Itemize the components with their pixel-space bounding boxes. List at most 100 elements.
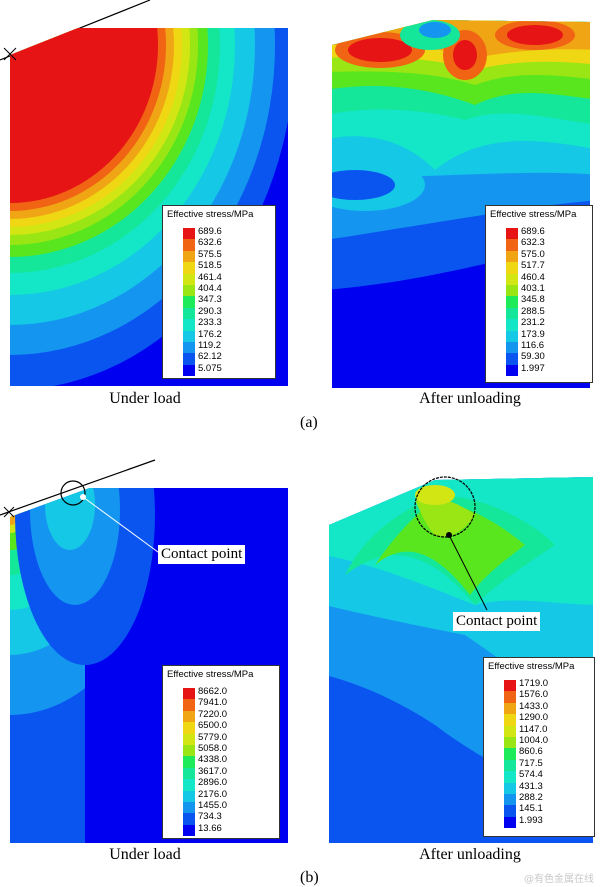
legend-tick-label: 2176.0 [198, 788, 228, 800]
legend-tick-label: 116.6 [521, 340, 545, 351]
legend-tick-label: 290.3 [198, 305, 222, 317]
legend-swatch [183, 779, 195, 791]
legend-tick-label: 4338.0 [198, 754, 228, 766]
legend-tick-label: 632.3 [521, 237, 545, 249]
watermark: @有色金属在线 [524, 874, 594, 885]
legend-swatch [183, 802, 195, 814]
legend-swatch [183, 319, 195, 331]
legend-swatch [183, 756, 195, 768]
legend-swatch [506, 250, 518, 263]
legend-swatch [183, 745, 195, 757]
legend-swatch [506, 262, 518, 274]
legend-swatch [506, 353, 518, 365]
legend-tick-label: 345.8 [521, 294, 545, 306]
legend-swatch [183, 296, 195, 308]
legend-tick-label: 1719.0 [519, 678, 549, 689]
legend-tick-label: 62.12 [198, 351, 222, 363]
legend-swatch [183, 262, 195, 274]
legend-swatch [183, 790, 195, 802]
legend-tick-label: 1004.0 [519, 735, 549, 746]
legend-title: Effective stress/MPa [167, 669, 254, 680]
legend-tick-label: 7220.0 [198, 708, 228, 720]
legend-b-left: Effective stress/MPa 8662.0 7941.0 7220.0 6… [162, 665, 280, 839]
legend-a-left: Effective stress/MPa 689.6 632.6 575.5 518.… [162, 205, 276, 379]
contour-plot-b-under-load: Contact point Effective stress/MPa 8662.… [0, 455, 290, 845]
legend-tick-label: 574.4 [519, 769, 543, 781]
legend-swatch [506, 307, 518, 320]
legend-tick-label: 119.2 [198, 340, 222, 351]
legend-title: Effective stress/MPa [488, 661, 575, 672]
legend-tick-label: 632.6 [198, 237, 222, 249]
legend-swatch [504, 748, 516, 760]
legend-tick-label: 575.5 [198, 248, 222, 260]
legend-tick-label: 461.4 [198, 271, 222, 283]
legend-tick-label: 7941.0 [198, 697, 228, 709]
legend-swatch [504, 702, 516, 715]
legend-tick-label: 5058.0 [198, 743, 228, 754]
legend-tick-label: 6500.0 [198, 720, 228, 732]
subfigure-label-a: (a) [300, 414, 318, 431]
legend-swatch [183, 330, 195, 342]
legend-tick-label: 1290.0 [519, 712, 549, 724]
legend-tick-label: 59.30 [521, 351, 545, 363]
legend-swatch [183, 342, 195, 354]
legend-tick-label: 13.66 [198, 822, 222, 834]
legend-swatch [506, 273, 518, 285]
legend-swatch [504, 759, 516, 772]
legend-a-right: Effective stress/MPa 689.6 632.3 575.0 517.… [485, 205, 593, 383]
legend-swatch [183, 239, 195, 251]
legend-swatch [183, 364, 195, 377]
legend-swatch [504, 680, 516, 692]
legend-tick-label: 1147.0 [519, 723, 548, 735]
legend-tick-label: 404.4 [198, 283, 222, 294]
contour-plot-a-under-load: Effective stress/MPa 689.6 632.6 575.5 518.… [0, 0, 290, 390]
legend-swatch [183, 733, 195, 745]
legend-tick-label: 431.3 [519, 780, 543, 792]
legend-swatch [504, 805, 516, 817]
legend-swatch [183, 353, 195, 365]
legend-swatch [504, 725, 516, 737]
legend-tick-label: 288.2 [519, 792, 543, 803]
legend-swatch [506, 239, 518, 251]
legend-title: Effective stress/MPa [490, 209, 577, 220]
legend-tick-label: 233.3 [198, 317, 222, 329]
legend-swatch [183, 699, 195, 711]
legend-tick-label: 1.993 [519, 814, 543, 826]
legend-tick-label: 2896.0 [198, 777, 228, 789]
contact-point-label: Contact point [453, 612, 541, 631]
legend-tick-label: 403.1 [521, 283, 545, 294]
legend-tick-label: 5779.0 [198, 731, 228, 743]
legend-swatch [183, 722, 195, 734]
legend-tick-label: 231.2 [521, 317, 545, 329]
legend-swatch [183, 824, 195, 837]
legend-swatch [504, 714, 516, 726]
legend-tick-label: 3617.0 [198, 765, 228, 777]
legend-tick-label: 689.6 [521, 226, 545, 237]
legend-swatch [183, 228, 195, 240]
legend-tick-label: 460.4 [521, 271, 545, 283]
legend-title: Effective stress/MPa [167, 209, 254, 220]
legend-swatch [506, 342, 518, 354]
legend-swatch [183, 688, 195, 700]
legend-swatch [504, 737, 516, 749]
legend-swatch [183, 710, 195, 723]
legend-swatch [183, 285, 195, 297]
caption-a-after-unloading: After unloading [419, 390, 521, 407]
caption-a-under-load: Under load [109, 390, 181, 407]
caption-b-under-load: Under load [109, 846, 181, 863]
legend-tick-label: 1433.0 [519, 700, 549, 712]
legend-swatch [183, 767, 195, 780]
legend-tick-label: 5.075 [198, 362, 222, 374]
legend-swatch [504, 782, 516, 794]
legend-tick-label: 517.7 [521, 260, 545, 272]
legend-b-right: Effective stress/MPa 1719.0 1576.0 1433.0 1… [483, 657, 595, 837]
legend-tick-label: 347.3 [198, 294, 222, 306]
legend-tick-label: 860.6 [519, 746, 543, 758]
legend-swatch [506, 330, 518, 342]
subfigure-label-b: (b) [300, 869, 319, 886]
legend-swatch [504, 794, 516, 806]
legend-tick-label: 173.9 [521, 328, 545, 340]
legend-swatch [504, 771, 516, 783]
legend-tick-label: 8662.0 [198, 686, 228, 697]
legend-tick-label: 717.5 [519, 757, 543, 769]
